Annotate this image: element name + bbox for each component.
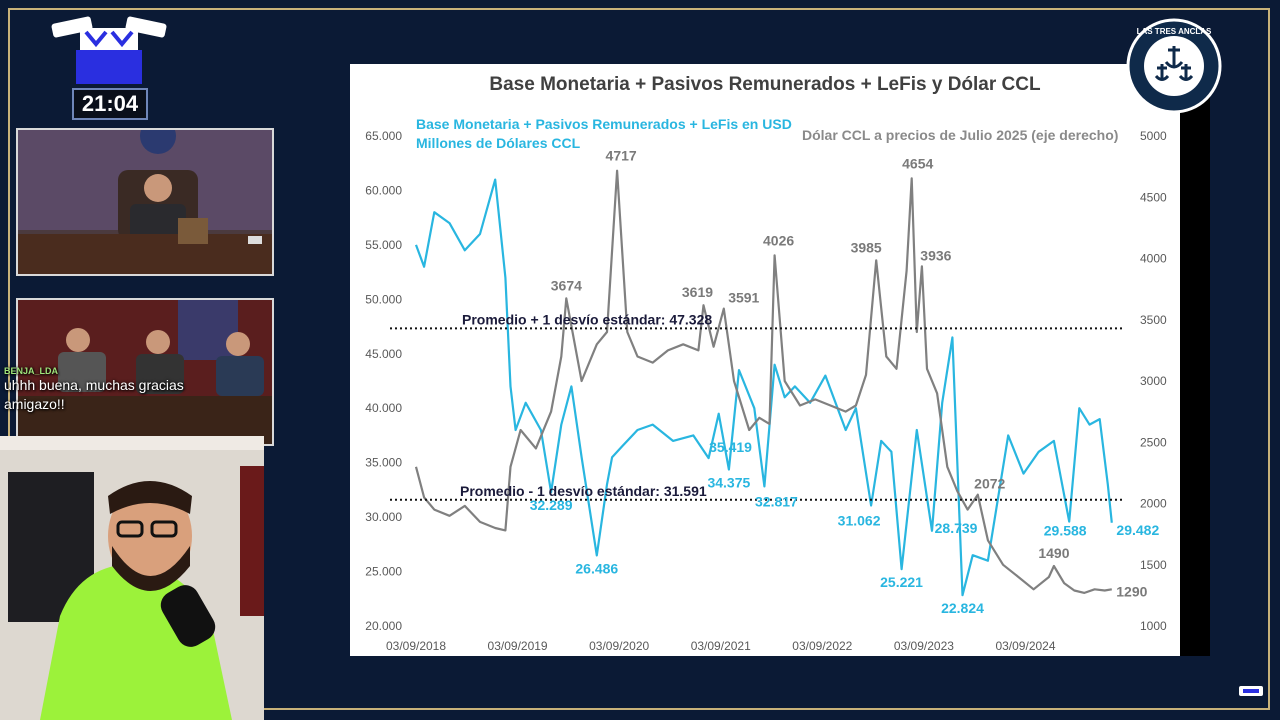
y-left-tick: 55.000	[365, 238, 402, 252]
y-left-tick: 60.000	[365, 183, 402, 197]
y-left-tick: 45.000	[365, 347, 402, 361]
y-left-tick: 25.000	[365, 565, 402, 579]
chart-plot: 65.000 60.000 55.000 50.000 45.000 40.000 35.0…	[365, 129, 1167, 653]
reference-line-label: Promedio - 1 desvío estándar: 31.591	[460, 483, 707, 499]
chat-message: BENJA_LDA uhhh buena, muchas gracias ami…	[4, 366, 224, 414]
stream-timer: 21:04	[72, 88, 148, 120]
data-label: 3674	[551, 277, 582, 293]
y-right-tick: 4000	[1140, 252, 1167, 266]
binoculars-logo-icon	[51, 16, 167, 84]
chat-text: uhhh buena, muchas gracias amigazo!!	[4, 377, 184, 412]
data-label: 4717	[606, 148, 637, 164]
y-left-tick: 50.000	[365, 292, 402, 306]
anchor-logo-icon: LAS TRES ANCLAS	[1126, 18, 1222, 114]
y-right-tick: 1500	[1140, 558, 1167, 572]
x-tick: 03/09/2018	[386, 639, 446, 653]
data-label: 25.221	[880, 574, 923, 590]
brand-right-text: LAS TRES ANCLAS	[1137, 27, 1212, 36]
data-label: 31.062	[838, 513, 881, 529]
chart-title: Base Monetaria + Pasivos Remunerados + L…	[489, 74, 1041, 95]
x-tick: 03/09/2023	[894, 639, 954, 653]
data-label: 32.289	[530, 497, 573, 513]
small-logo-icon	[1239, 686, 1263, 696]
data-label: 26.486	[575, 560, 618, 576]
y-right-tick: 4500	[1140, 190, 1167, 204]
x-tick: 03/09/2022	[792, 639, 852, 653]
series-line-dolar-ccl	[414, 169, 1112, 595]
y-right-tick: 3000	[1140, 374, 1167, 388]
x-tick: 03/09/2019	[488, 639, 548, 653]
y-right-tick: 3500	[1140, 313, 1167, 327]
data-label: 28.739	[935, 520, 978, 536]
legend-left-series: Base Monetaria + Pasivos Remunerados + L…	[416, 116, 792, 151]
data-label: 3591	[728, 290, 759, 306]
data-label: 3936	[920, 247, 951, 263]
data-label: 1290	[1116, 583, 1147, 599]
webcam-panel	[16, 298, 274, 446]
data-label: 3985	[851, 239, 882, 255]
series-line-base-monetaria	[414, 178, 1113, 597]
x-tick: 03/09/2024	[995, 639, 1055, 653]
data-label: 4026	[763, 232, 794, 248]
data-label: 3619	[682, 284, 713, 300]
y-left-tick: 40.000	[365, 401, 402, 415]
webcam-streamer	[0, 436, 264, 720]
x-tick: 03/09/2021	[691, 639, 751, 653]
data-label: 1490	[1038, 545, 1069, 561]
x-tick: 03/09/2020	[589, 639, 649, 653]
legend-right-series: Dólar CCL a precios de Julio 2025 (eje d…	[802, 127, 1119, 143]
y-right-tick: 2500	[1140, 435, 1167, 449]
y-right-tick: 5000	[1140, 129, 1167, 143]
data-label: 29.588	[1044, 523, 1087, 539]
y-right-tick: 1000	[1140, 619, 1167, 633]
data-label: 4654	[902, 155, 933, 171]
data-label: 2072	[974, 476, 1005, 492]
data-label: 22.824	[941, 600, 984, 616]
data-label: 35.419	[709, 439, 752, 455]
webcam-host	[16, 128, 274, 276]
chart-panel: Base Monetaria + Pasivos Remunerados + L…	[350, 64, 1180, 656]
data-label: 34.375	[707, 474, 750, 490]
chat-username: BENJA_LDA	[4, 366, 59, 376]
data-label: 32.817	[755, 493, 798, 509]
reference-line-label: Promedio + 1 desvío estándar: 47.328	[462, 311, 712, 327]
data-label: 29.482	[1116, 522, 1159, 538]
y-right-tick: 2000	[1140, 497, 1167, 511]
y-left-tick: 65.000	[365, 129, 402, 143]
y-left-tick: 30.000	[365, 510, 402, 524]
y-left-tick: 35.000	[365, 456, 402, 470]
y-left-tick: 20.000	[365, 619, 402, 633]
